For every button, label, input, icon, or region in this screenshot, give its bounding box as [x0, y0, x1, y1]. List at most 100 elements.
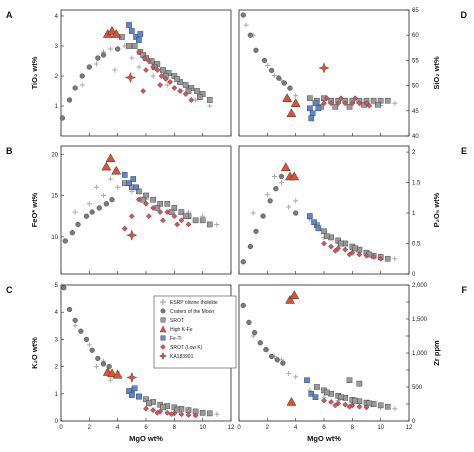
data-point-srot [199, 91, 206, 97]
square-icon [160, 335, 166, 341]
data-point-high-k-fe [105, 153, 116, 163]
data-point-srot-low-k [171, 213, 178, 220]
chart-panel-d: 40 45 50 55 60 65 SiO₂ wt% D [238, 8, 468, 140]
data-point-srot [199, 410, 206, 416]
data-point-srot-low-k [164, 409, 171, 416]
data-point-srot [150, 196, 156, 203]
data-point-srot [206, 410, 213, 417]
data-point-fe-ti [126, 388, 132, 394]
data-point-srot [206, 221, 213, 228]
data-point-esrp-olivine-tholeiite [207, 103, 213, 109]
data-point-srot [338, 240, 344, 247]
data-point-srot [178, 209, 185, 215]
data-point-esrp-olivine-tholeiite [243, 22, 249, 28]
legend-item-high-k-fe: High K-Fe [159, 325, 193, 333]
data-point-high-k-fe [289, 171, 300, 181]
data-point-esrp-olivine-tholeiite [93, 61, 99, 67]
data-point-srot-low-k [136, 196, 142, 203]
data-point-srot-low-k [338, 95, 344, 102]
data-point-srot [177, 79, 183, 85]
data-point-srot-low-k [332, 247, 339, 254]
data-point-high-k-fe [286, 396, 297, 406]
data-point-srot [366, 400, 373, 407]
data-point-srot [182, 82, 189, 88]
data-point-srot [324, 233, 330, 240]
data-point-srot-low-k [145, 213, 152, 220]
data-point-craters-of-the-moon [247, 243, 253, 250]
data-point-craters-of-the-moon [59, 115, 66, 121]
data-point-esrp-olivine-tholeiite [86, 201, 92, 207]
data-point-srot [377, 402, 384, 409]
x-tick-label: 4 [294, 425, 298, 431]
x-tick-label: 8 [173, 425, 177, 431]
data-point-craters-of-the-moon [240, 12, 246, 18]
data-point-srot-low-k [321, 397, 327, 404]
data-point-srot-low-k [342, 401, 349, 408]
data-point-esrp-olivine-tholeiite [101, 193, 106, 199]
data-point-srot [136, 188, 142, 195]
data-point-srot-low-k [154, 67, 161, 73]
data-point-srot [384, 255, 391, 262]
data-point-fe-ti [130, 176, 137, 182]
x-tick-label: 0 [237, 425, 241, 431]
data-point-srot [384, 97, 391, 104]
data-point-craters-of-the-moon [281, 80, 287, 86]
data-point-craters-of-the-moon [240, 302, 246, 309]
data-point-esrp-olivine-tholeiite [250, 210, 256, 216]
data-point-high-k-fe [280, 162, 291, 172]
data-point-craters-of-the-moon [280, 360, 286, 366]
data-point-esrp-olivine-tholeiite [115, 184, 121, 190]
data-point-craters-of-the-moon [246, 319, 252, 326]
data-point-srot-low-k [154, 409, 161, 416]
data-point-srot-low-k [363, 252, 370, 259]
data-point-esrp-olivine-tholeiite [279, 78, 284, 84]
data-point-craters-of-the-moon [274, 357, 280, 363]
data-point-fe-ti [308, 115, 315, 122]
data-point-srot [307, 95, 313, 101]
data-point-fe-ti [312, 100, 319, 107]
data-point-esrp-olivine-tholeiite [293, 374, 299, 380]
x-tick-label: 0 [59, 425, 63, 431]
y-axis-label: TiO₂ wt% [30, 56, 39, 89]
data-point-srot-low-k [178, 411, 185, 418]
x-axis-label: MgO wt% [307, 434, 341, 443]
data-point-srot-low-k [192, 412, 199, 419]
data-point-esrp-olivine-tholeiite [112, 67, 118, 73]
data-point-fe-ti [133, 184, 139, 191]
data-point-craters-of-the-moon [273, 186, 279, 192]
legend-item-fe-ti: Fe-Ti [160, 335, 181, 342]
data-point-craters-of-the-moon [75, 221, 81, 228]
y-tick-label: 1 [412, 211, 416, 217]
data-point-srot [206, 97, 213, 103]
data-point-srot-low-k [346, 251, 353, 258]
data-points [59, 22, 213, 121]
y-tick-label: 50 [412, 84, 419, 90]
diamond-icon [160, 344, 166, 350]
y-tick-label: 5 [55, 283, 59, 289]
data-point-high-k-fe [107, 368, 117, 378]
data-point-high-k-fe [286, 108, 297, 118]
panel-letter: D [461, 10, 468, 20]
data-point-srot [164, 201, 171, 207]
data-point-craters-of-the-moon [79, 73, 85, 79]
data-point-srot-low-k [328, 100, 334, 107]
data-point-srot-low-k [342, 246, 349, 253]
data-point-ka183901 [318, 62, 330, 74]
data-point-srot [171, 205, 178, 211]
data-point-srot-low-k [356, 100, 363, 107]
legend-box [153, 295, 237, 369]
data-point-srot [143, 192, 149, 199]
data-point-srot-low-k [160, 217, 166, 224]
legend: ESRP olivine tholeiite Craters of the Mo… [153, 295, 237, 369]
panel-letter: B [6, 146, 13, 156]
y-tick-label: 1 [55, 392, 59, 398]
y-tick-label: 2 [412, 150, 416, 156]
data-point-esrp-olivine-tholeiite [164, 82, 170, 88]
data-point-craters-of-the-moon [276, 75, 282, 81]
y-tick-label: 3 [55, 337, 59, 343]
data-point-esrp-olivine-tholeiite [392, 406, 398, 412]
data-point-esrp-olivine-tholeiite [264, 62, 270, 68]
legend-label: SROT (Low K) [170, 345, 203, 351]
x-tick-label: 12 [406, 425, 413, 431]
